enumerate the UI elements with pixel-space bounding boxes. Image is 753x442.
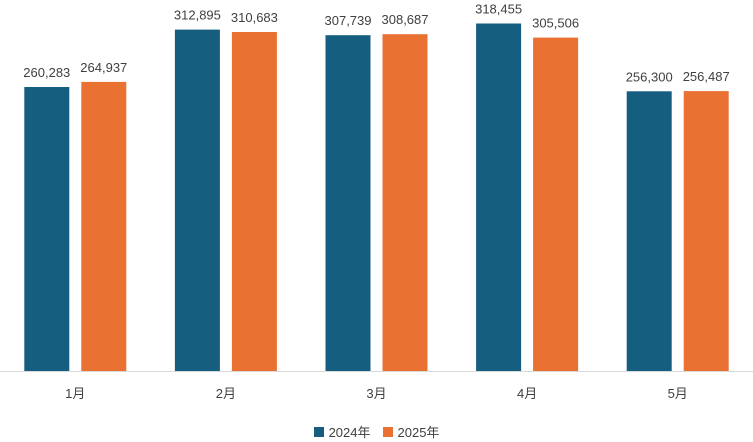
data-label-2025-1: 264,937 [80,60,127,75]
bar-2024-5[interactable] [626,91,672,372]
data-label-2025-2: 310,683 [231,10,278,25]
x-tick-label-1: 1月 [65,386,85,401]
x-tick-label-5: 5月 [668,386,688,401]
data-label-2024-1: 260,283 [23,65,70,80]
bar-2025-4[interactable] [533,37,579,371]
bar-2025-2[interactable] [231,32,277,371]
data-label-2025-4: 305,506 [532,16,579,31]
bar-2024-2[interactable] [174,29,220,371]
bar-2025-5[interactable] [683,91,729,371]
data-label-2024-3: 307,739 [325,13,372,28]
data-labels-group: 260,283 264,937 312,895 310,683 307,739 308,6… [23,2,729,85]
bar-2024-3[interactable] [325,35,371,371]
legend: 2024年 2025年 [0,422,753,441]
legend-swatch-2025 [382,426,393,437]
bar-2025-1[interactable] [81,81,127,372]
legend-label-2024: 2024年 [328,425,371,440]
x-tick-label-2: 2月 [216,386,236,401]
bars-group [24,23,729,372]
legend-swatch-2024 [313,426,324,437]
x-tick-label-3: 3月 [366,386,386,401]
data-label-2024-2: 312,895 [174,8,221,23]
x-tick-labels-group: 1月 2月 3月 4月 5月 [65,386,688,401]
legend-label-2025: 2025年 [397,425,440,440]
bar-2025-3[interactable] [382,34,428,371]
x-tick-label-4: 4月 [517,386,537,401]
legend-item-2024[interactable]: 2024年 [313,422,371,441]
data-label-2025-3: 308,687 [382,12,429,27]
data-label-2024-4: 318,455 [475,2,522,17]
bar-2024-4[interactable] [476,23,522,372]
legend-item-2025[interactable]: 2025年 [382,422,440,441]
data-label-2025-5: 256,487 [683,69,730,84]
data-label-2024-5: 256,300 [626,69,673,84]
bar-2024-1[interactable] [24,87,70,371]
